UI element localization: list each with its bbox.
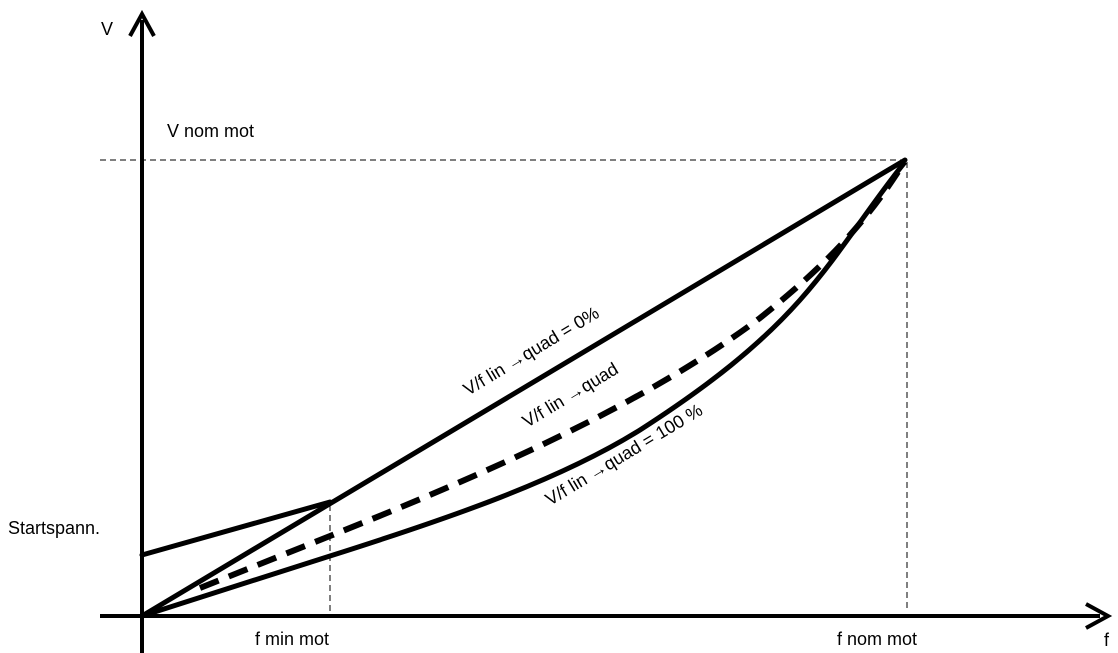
start-voltage-line [139,499,333,558]
quadratic-curve-label: V/f lin →quad = 100 % [542,400,706,510]
x-axis-arrow [1085,602,1113,630]
v-nom-label: V nom mot [167,121,254,141]
start-voltage-label: Startspann. [8,518,100,538]
mixed-curve-dashed [198,170,901,591]
mixed-curve-label: V/f lin →quad [519,359,622,432]
f-nom-label: f nom mot [837,629,917,649]
x-axis-label: f [1104,630,1110,650]
y-axis-arrow [128,9,156,37]
quadratic-curve [141,160,907,619]
f-min-label: f min mot [255,629,329,649]
linear-curve [139,157,908,619]
y-axis-label: V [101,19,113,39]
